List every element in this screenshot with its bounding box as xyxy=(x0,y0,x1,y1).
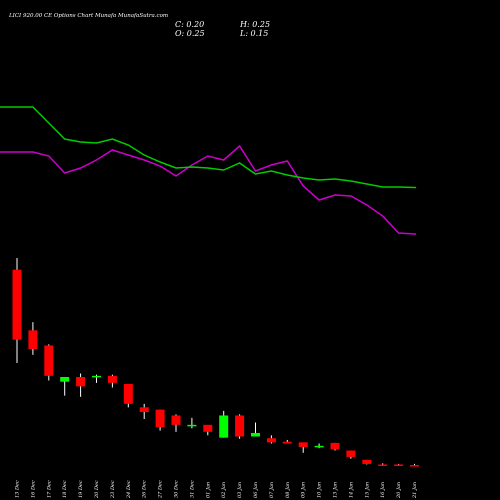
candle xyxy=(346,450,356,459)
x-tick-label: 06 Jan xyxy=(253,482,259,498)
candle xyxy=(251,422,260,437)
candle xyxy=(92,374,101,383)
candle xyxy=(171,414,181,432)
candle xyxy=(362,459,372,465)
candle xyxy=(235,414,245,439)
candle xyxy=(203,424,213,436)
candle xyxy=(394,463,404,466)
x-tick-label: 19 Dec xyxy=(78,480,84,498)
candle xyxy=(298,442,308,453)
candle xyxy=(44,344,54,381)
x-tick-label: 18 Dec xyxy=(62,480,68,498)
x-axis-ticks: 13 Dec 16 Dec 17 Dec 18 Dec 19 Dec 20 Dec 23 D… xyxy=(15,480,419,499)
candle-body xyxy=(346,450,356,457)
candle xyxy=(330,442,340,451)
candle xyxy=(219,410,229,438)
candle-body xyxy=(330,442,340,450)
chart-title: LICI 920.00 CE Options Chart Munafa Muna… xyxy=(8,13,168,19)
x-tick-label: 03 Jan xyxy=(237,482,243,498)
candle-body xyxy=(203,424,213,432)
candle xyxy=(76,373,86,397)
candle-body xyxy=(155,409,165,428)
x-tick-label: 02 Jan xyxy=(221,482,227,498)
candle xyxy=(314,443,324,449)
candle xyxy=(28,322,38,355)
x-tick-label: 13 Dec xyxy=(15,480,21,498)
candle xyxy=(139,403,149,419)
x-tick-label: 27 Dec xyxy=(158,480,164,499)
candle-body xyxy=(12,269,22,340)
x-tick-label: 30 Dec xyxy=(174,480,180,498)
x-tick-label: 09 Jan xyxy=(301,482,307,498)
x-tick-label: 23 Dec xyxy=(110,480,116,499)
candle-body xyxy=(44,345,54,376)
candle-body xyxy=(235,415,245,437)
x-tick-label: 14 Jan xyxy=(348,482,354,498)
high-value: H: 0.25 xyxy=(239,20,270,29)
candle-body xyxy=(60,377,70,382)
candle-body xyxy=(378,464,388,466)
candle xyxy=(378,463,388,466)
candle-body xyxy=(187,424,197,427)
candle xyxy=(282,440,292,444)
x-tick-label: 31 Dec xyxy=(189,480,195,498)
low-value: L: 0.15 xyxy=(239,29,268,38)
candle-body xyxy=(362,459,372,464)
candle-body xyxy=(28,330,38,349)
candle-body xyxy=(76,377,86,387)
candle xyxy=(187,417,197,429)
candle-body xyxy=(92,375,101,378)
close-value: C: 0.20 xyxy=(175,20,204,29)
moving-averages xyxy=(0,106,417,235)
x-tick-label: 08 Jan xyxy=(285,482,291,498)
candle-body xyxy=(314,445,324,448)
candle xyxy=(107,374,117,388)
candles xyxy=(12,258,419,467)
candle xyxy=(155,409,165,431)
x-tick-label: 16 Jan xyxy=(380,482,386,498)
candle-body xyxy=(251,433,260,437)
candle-body xyxy=(266,438,276,443)
x-tick-label: 20 Dec xyxy=(94,480,100,499)
candle-body xyxy=(123,384,133,404)
ma-slow-line xyxy=(0,144,417,235)
x-tick-label: 10 Jan xyxy=(317,482,323,498)
candle-body xyxy=(139,407,149,412)
candle xyxy=(60,377,70,396)
x-tick-label: 15 Jan xyxy=(364,482,370,498)
candle xyxy=(266,435,276,444)
candle-body xyxy=(219,415,229,438)
x-tick-label: 21 Jan xyxy=(412,482,418,499)
open-value: O: 0.25 xyxy=(175,29,205,38)
candle xyxy=(123,384,133,408)
candle-body xyxy=(298,442,308,447)
x-tick-label: 01 Jan xyxy=(205,482,211,498)
candle-body xyxy=(394,464,404,466)
candle-body xyxy=(107,375,117,383)
candle-body xyxy=(171,415,181,425)
x-tick-label: 24 Dec xyxy=(126,480,132,499)
candle xyxy=(12,258,22,363)
x-tick-label: 20 Jan xyxy=(396,482,402,499)
x-tick-label: 07 Jan xyxy=(269,482,275,498)
candle xyxy=(410,463,419,467)
x-tick-label: 16 Dec xyxy=(30,480,36,498)
x-tick-label: 13 Jan xyxy=(333,482,339,498)
candle-body xyxy=(410,465,419,467)
x-tick-label: 17 Dec xyxy=(46,480,52,498)
ma-fast-line xyxy=(0,106,417,189)
candle-body xyxy=(282,441,292,444)
x-tick-label: 26 Dec xyxy=(142,480,148,499)
